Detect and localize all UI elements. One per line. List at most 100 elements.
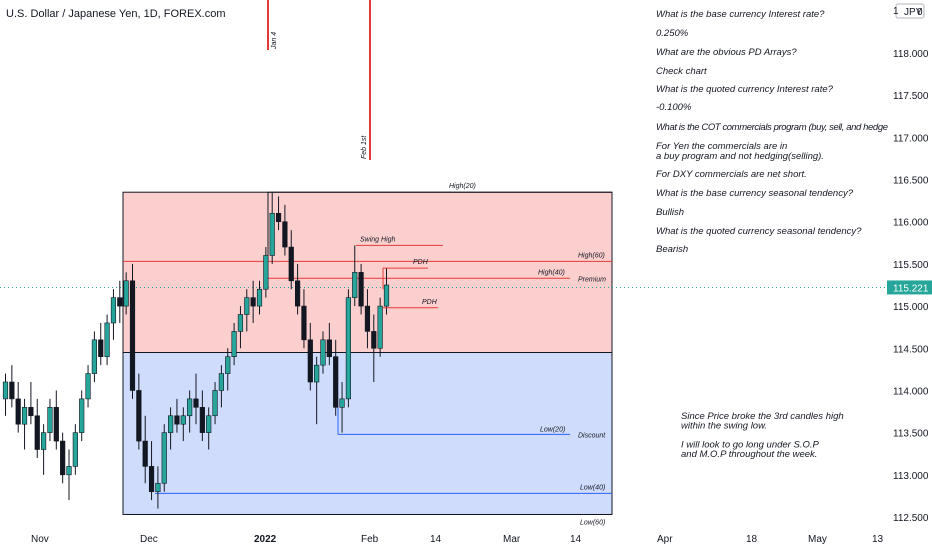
y-tick-label: 112.500 <box>893 513 929 524</box>
candle-body <box>15 398 21 425</box>
candle-body <box>104 322 110 358</box>
level-label: High(60) <box>578 252 605 259</box>
marker-label: PDH <box>413 259 429 266</box>
candle-body <box>66 466 72 476</box>
qa-line: What is the base currency seasonal tende… <box>656 188 854 199</box>
marker-label: Swing High <box>360 236 396 243</box>
candle-body <box>256 288 263 307</box>
y-tick-label: 117.000 <box>893 133 929 144</box>
candle-body <box>168 415 174 433</box>
discount-zone <box>123 352 612 515</box>
candle-body <box>333 356 339 408</box>
candle-body <box>60 440 66 476</box>
candle-body <box>155 482 161 492</box>
candle-body <box>371 331 377 349</box>
currency-badge-text: JPY <box>904 7 923 18</box>
candle-body <box>288 246 294 282</box>
candle-body <box>129 280 136 391</box>
qa-line: -0.100% <box>656 102 692 113</box>
candle-body <box>79 398 85 433</box>
y-tick-label: 114.500 <box>893 344 929 355</box>
candle-body <box>85 373 91 400</box>
candle-body <box>142 440 148 467</box>
qa-notes: What is the base currency Interest rate?… <box>656 9 888 255</box>
partial-top-tick: 1 <box>893 6 899 17</box>
candle-body <box>352 272 358 298</box>
qa-line: What is the COT commercials program (buy… <box>656 122 888 133</box>
x-tick-label: Dec <box>140 534 158 545</box>
candle-body <box>187 398 193 417</box>
time-axis[interactable]: Nov Dec 2022 Feb 14 Mar 14 Apr 18 May 13 <box>31 534 884 545</box>
candle-body <box>383 284 390 307</box>
candle-body <box>225 356 231 374</box>
x-tick-label: Mar <box>503 534 521 545</box>
candle-body <box>21 407 28 425</box>
current-price-badge <box>887 280 932 295</box>
price-axis[interactable]: 118.000 117.500 117.000 116.500 116.000 115.5… <box>893 49 929 524</box>
candle-body <box>193 398 199 408</box>
y-tick-label: 113.500 <box>893 429 929 440</box>
analysis-line: Since Price broke the 3rd candles high <box>681 411 844 422</box>
candle-body <box>110 297 117 324</box>
candle-body <box>275 212 282 223</box>
candle-body <box>339 398 345 408</box>
candle-body <box>28 407 34 417</box>
current-price-label: 115.221 <box>893 283 929 294</box>
currency-badge[interactable] <box>895 3 925 19</box>
candle-body <box>282 221 288 248</box>
x-tick-label: 2022 <box>254 534 277 545</box>
qa-line: Bearish <box>656 244 688 255</box>
level-label: Low(20) <box>540 426 565 433</box>
candle-body <box>72 432 78 467</box>
candle-body <box>91 339 97 374</box>
qa-line: Check chart <box>656 66 707 77</box>
candle-body <box>174 415 180 425</box>
x-tick-label: Nov <box>31 534 49 545</box>
candle-body <box>314 364 320 383</box>
candle-body <box>180 415 186 425</box>
level-label: High(20) <box>449 183 476 190</box>
candle-body <box>269 212 275 256</box>
candle-body <box>320 339 326 366</box>
candle-body <box>244 297 250 315</box>
candle-body <box>98 339 104 358</box>
candle-body <box>9 381 15 400</box>
candle-body <box>2 381 9 400</box>
analysis-line: within the swing low. <box>681 421 767 432</box>
y-tick-label: 116.500 <box>893 176 929 187</box>
candle-body <box>212 390 218 417</box>
y-tick-label: 115.500 <box>893 260 929 271</box>
candle-body <box>345 297 352 400</box>
markers: Swing High PDH PDH <box>356 236 443 309</box>
candle-body <box>231 331 237 358</box>
qa-line: What are the obvious PD Arrays? <box>656 47 797 58</box>
x-tick-label: 18 <box>746 534 758 545</box>
level-label: High(40) <box>538 269 565 276</box>
candle-body <box>148 466 155 492</box>
candle-body <box>40 432 47 450</box>
qa-line: What is the base currency Interest rate? <box>656 9 825 20</box>
discount-label: Discount <box>578 432 606 439</box>
vertical-marker-label-feb1: Feb 1st <box>361 135 368 159</box>
marker-label: PDH <box>422 299 438 306</box>
y-tick-label: 114.000 <box>893 386 929 397</box>
candle-body <box>117 297 123 307</box>
candle-body <box>123 280 129 307</box>
y-tick-label: 115.000 <box>893 302 929 313</box>
qa-line: What is the quoted currency Interest rat… <box>656 84 834 95</box>
level-lines: High(20) High(60) High(40) Low(20) Low(40) Lo… <box>123 183 612 526</box>
analysis-line: I will look to go long under S.O.P <box>681 440 819 451</box>
candle-body <box>263 255 269 290</box>
vertical-marker-label-jan4: Jan 4 <box>271 32 278 50</box>
candle-body <box>294 280 301 307</box>
qa-line: What is the quoted currency seasonal ten… <box>656 226 862 237</box>
premium-label: Premium <box>578 276 606 283</box>
candle-body <box>206 415 212 433</box>
candle-body <box>34 415 40 450</box>
qa-line: For DXY commercials are net short. <box>656 169 807 180</box>
level-label: Low(40) <box>580 484 605 491</box>
chart-title: U.S. Dollar / Japanese Yen, 1D, FOREX.co… <box>6 8 226 20</box>
level-label: Low(60) <box>580 519 605 526</box>
analysis-line: and M.O.P throughout the week. <box>681 449 817 460</box>
